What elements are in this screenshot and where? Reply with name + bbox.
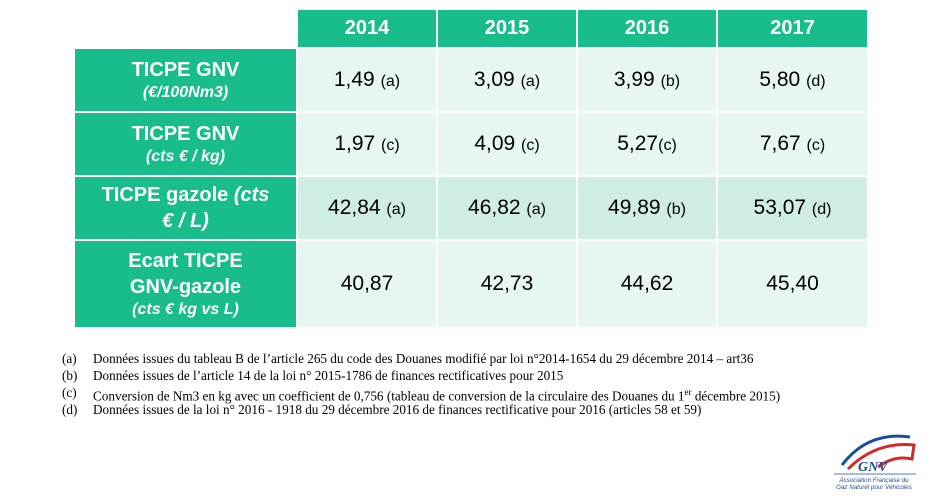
- cell-value: 53,07: [753, 196, 807, 219]
- cell-value: 46,82: [468, 196, 521, 219]
- cell-value: 1,49: [333, 68, 375, 91]
- logo-caption-line1: Association Française du: [838, 477, 909, 484]
- cell-note-ref: (a): [520, 73, 541, 90]
- footnote-text: Données issues de la loi n° 2016 - 1918 …: [93, 402, 702, 417]
- table-row-ticpe-gnv-nm3: TICPE GNV (€/100Nm3) 1,49 (a) 3,09 (a) 3…: [75, 49, 867, 111]
- footnote-marker: (c): [62, 385, 77, 400]
- row-header: TICPE GNV (cts € / kg): [75, 113, 296, 175]
- row-header-label: Ecart TICPE: [128, 249, 243, 272]
- table-cell: 7,67 (c): [718, 113, 867, 175]
- cell-note-ref: (a): [386, 201, 406, 218]
- row-header: Ecart TICPE GNV-gazole (cts € kg vs L): [75, 241, 296, 327]
- table-cell: 5,27(c): [578, 113, 716, 175]
- logo-mark: GNV: [858, 460, 889, 475]
- cell-value: 45,40: [766, 272, 819, 295]
- cell-value: 7,67: [759, 132, 801, 155]
- table-cell: 4,09 (c): [438, 113, 576, 175]
- corner-cell: [75, 10, 296, 47]
- cell-note-ref: (d): [806, 73, 826, 90]
- year-header-2017: 2017: [718, 10, 867, 47]
- cell-note-ref: (b): [660, 73, 681, 90]
- table-cell: 45,40: [718, 241, 867, 327]
- logo-swoosh-red: [846, 443, 916, 471]
- cell-value: 1,97: [334, 132, 376, 155]
- year-header-2014: 2014: [298, 10, 436, 47]
- table-row-ticpe-gazole: TICPE gazole (cts € / L) 42,84 (a) 46,82…: [75, 177, 867, 239]
- cell-note-ref: (a): [526, 201, 546, 218]
- table-cell: 5,80 (d): [718, 49, 867, 111]
- footnote-text-part-end: décembre 2015): [691, 388, 781, 404]
- year-header-2016: 2016: [578, 10, 716, 47]
- footnote-marker: (a): [62, 351, 77, 366]
- row-header-unit-part: (cts: [233, 184, 270, 206]
- row-header-label: TICPE GNV: [131, 122, 240, 145]
- table-cell: 1,49 (a): [298, 49, 436, 111]
- footnote-text: Données issues de l’article 14 de la loi…: [93, 368, 564, 383]
- year-header-2015: 2015: [438, 10, 576, 47]
- cell-value: 5,80: [759, 68, 801, 91]
- cell-value: 3,09: [473, 68, 515, 91]
- row-header-unit: (cts € / kg): [145, 147, 226, 165]
- cell-value: 4,09: [474, 132, 516, 155]
- footnote-text: Données issues du tableau B de l’article…: [93, 351, 754, 366]
- table-cell: 53,07 (d): [718, 177, 867, 239]
- cell-value: 49,89: [608, 196, 661, 219]
- table-cell: 3,09 (a): [438, 49, 576, 111]
- cell-value: 44,62: [620, 272, 674, 295]
- cell-note-ref: (c): [806, 137, 826, 154]
- cell-note-ref: (b): [666, 201, 686, 218]
- cell-value: 40,87: [340, 272, 394, 295]
- gnv-logo: GNV Association Française du Gaz Naturel…: [834, 434, 916, 491]
- header-row: 2014 2015 2016 2017: [75, 10, 867, 47]
- footnote-marker: (d): [62, 402, 78, 417]
- cell-note-ref: (a): [380, 73, 401, 90]
- cell-note-ref: (c): [521, 137, 540, 154]
- footnote-marker: (b): [62, 368, 78, 383]
- table-cell: 42,73: [438, 241, 576, 327]
- row-header-label-2: GNV-gazole: [129, 275, 242, 298]
- table-cell: 1,97 (c): [298, 113, 436, 175]
- row-header-label: TICPE GNV: [131, 58, 240, 81]
- cell-note-ref: (d): [811, 201, 832, 218]
- cell-value: 5,27: [617, 132, 659, 155]
- footnote-text: Conversion de Nm3 en kg avec un coeffici…: [93, 384, 780, 404]
- footnote-text-part: Conversion de Nm3 en kg avec un coeffici…: [93, 388, 685, 404]
- table-row-ecart: Ecart TICPE GNV-gazole (cts € kg vs L) 4…: [75, 241, 867, 327]
- footnote-superscript: er: [684, 387, 692, 397]
- row-header-unit: (€/100Nm3): [142, 83, 229, 101]
- row-header: TICPE gazole (cts € / L): [75, 177, 296, 239]
- ticpe-table: 2014 2015 2016 2017 TICPE GNV (€/100Nm3)…: [73, 8, 869, 329]
- row-header-unit: € / L): [162, 210, 209, 232]
- row-header: TICPE GNV (€/100Nm3): [75, 49, 296, 111]
- cell-value: 3,99: [613, 68, 655, 91]
- row-header-label: TICPE gazole: [101, 184, 229, 206]
- logo-caption-line2: Gaz Naturel pour Véhicules: [836, 484, 912, 491]
- row-header-label-line: TICPE gazole (cts: [75, 182, 296, 208]
- cell-note-ref: (c): [381, 137, 400, 154]
- logo-swoosh-blue: [840, 434, 911, 466]
- table-cell: 3,99 (b): [578, 49, 716, 111]
- table-row-ticpe-gnv-kg: TICPE GNV (cts € / kg) 1,97 (c) 4,09 (c)…: [75, 113, 867, 175]
- table-cell: 44,62: [578, 241, 716, 327]
- table-cell: 49,89 (b): [578, 177, 716, 239]
- cell-value: 42,84: [328, 196, 381, 219]
- table-cell: 42,84 (a): [298, 177, 436, 239]
- table-cell: 40,87: [298, 241, 436, 327]
- cell-value: 42,73: [480, 272, 534, 295]
- row-header-unit: (cts € kg vs L): [132, 300, 239, 318]
- table-cell: 46,82 (a): [438, 177, 576, 239]
- cell-note-ref: (c): [658, 137, 677, 154]
